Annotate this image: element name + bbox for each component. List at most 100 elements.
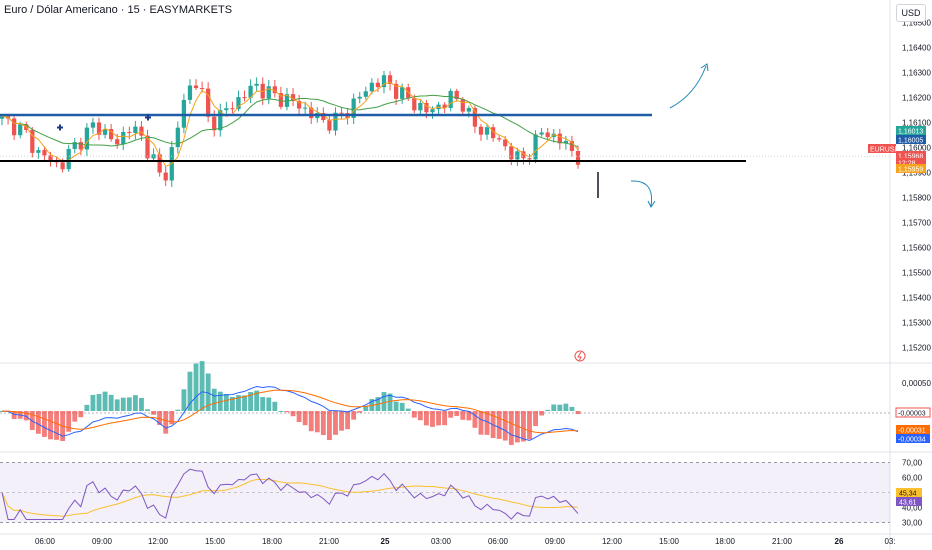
macd-bar: [339, 411, 344, 431]
macd-bar: [314, 411, 320, 433]
macd-bar: [145, 409, 150, 411]
candle: [30, 129, 35, 153]
candle: [563, 140, 568, 144]
candle: [454, 90, 459, 100]
rsi-tick-label: 60,00: [902, 474, 923, 483]
macd-bar: [23, 411, 29, 421]
time-tick-label: 09:00: [545, 537, 566, 546]
lightning-icon: [577, 351, 582, 362]
price-tick-label: 1,16000: [902, 144, 931, 153]
price-tick-label: 1,16100: [902, 119, 931, 128]
macd-value-box: [895, 407, 931, 418]
rsi-value-box: [896, 497, 922, 506]
candle: [557, 133, 562, 144]
candle: [60, 162, 65, 170]
macd-bar: [320, 411, 326, 436]
macd-bar: [151, 411, 157, 415]
macd-bar: [399, 402, 405, 411]
candle: [393, 83, 399, 99]
ma-slow-line: [1, 94, 579, 148]
candle: [193, 85, 199, 89]
price-label-box: [896, 151, 926, 160]
projected-rise-arrow[interactable]: [669, 65, 707, 109]
candle: [145, 135, 150, 159]
macd-bar: [539, 411, 545, 416]
candle: [375, 82, 381, 88]
candle: [539, 132, 544, 135]
time-tick-label: 06:00: [488, 537, 509, 546]
macd-bar: [90, 394, 96, 411]
macd-bar: [575, 411, 581, 415]
candle: [484, 127, 490, 135]
candle: [430, 109, 435, 113]
candle: [533, 134, 538, 160]
candle: [490, 127, 496, 139]
time-tick-label: 25: [381, 537, 390, 546]
rsi-value-label: 43,61: [899, 500, 917, 507]
macd-bar: [387, 393, 393, 411]
currency-button[interactable]: USD: [896, 4, 926, 22]
candle: [272, 86, 277, 94]
macd-value-label: -0,00003: [898, 411, 926, 418]
rsi-tick-label: 30,00: [902, 519, 923, 528]
macd-bar: [514, 411, 520, 443]
ma-fast-line: [1, 81, 579, 168]
macd-bar: [484, 411, 490, 435]
macd-bar: [563, 403, 569, 411]
macd-bar: [96, 394, 102, 411]
macd-bar: [102, 391, 108, 411]
candle: [0, 116, 5, 119]
candle: [139, 126, 144, 136]
price-label-box: [896, 158, 926, 167]
candle: [478, 126, 484, 135]
candle: [418, 102, 423, 111]
price-label-box: [896, 164, 926, 173]
macd-bar: [229, 397, 235, 411]
candle: [254, 83, 259, 86]
candle: [127, 132, 132, 134]
candle: [569, 140, 575, 151]
candle: [78, 142, 83, 150]
time-tick-label: 18:00: [715, 537, 736, 546]
candle: [400, 87, 405, 99]
macd-bar: [527, 411, 532, 440]
macd-bar: [423, 411, 429, 426]
candle: [387, 75, 393, 84]
candle: [18, 124, 23, 136]
rsi-value-box: [896, 488, 922, 497]
macd-bar: [363, 406, 369, 411]
rsi-value-label: 45,34: [899, 491, 917, 498]
macd-line: [1, 385, 579, 442]
candle: [333, 112, 338, 131]
macd-bar: [223, 394, 229, 411]
candle: [290, 94, 296, 101]
candle: [303, 107, 308, 109]
candle: [115, 139, 120, 145]
candle: [206, 88, 211, 117]
candle: [527, 158, 532, 160]
candle: [187, 85, 193, 100]
macd-bar: [393, 401, 399, 411]
macd-bar: [84, 404, 90, 411]
candle: [266, 86, 271, 99]
price-label: 1,15959: [898, 167, 923, 174]
macd-bar: [175, 409, 181, 411]
macd-bar: [72, 411, 78, 422]
candle: [236, 97, 241, 110]
projected-drop-arrow[interactable]: [630, 180, 653, 207]
candle: [575, 150, 581, 165]
macd-bar: [236, 395, 241, 411]
candle: [424, 102, 429, 113]
event-lightning-icon[interactable]: [574, 350, 586, 362]
price-tick-label: 1,15500: [902, 269, 931, 278]
price-label-box: [896, 135, 926, 144]
candle: [163, 172, 168, 181]
candle: [102, 128, 108, 135]
macd-signal-line: [1, 389, 579, 434]
candle: [442, 104, 447, 108]
price-tick-label: 1,15300: [902, 319, 931, 328]
candle: [121, 132, 126, 145]
candle: [224, 108, 229, 111]
macd-bar: [442, 411, 448, 426]
